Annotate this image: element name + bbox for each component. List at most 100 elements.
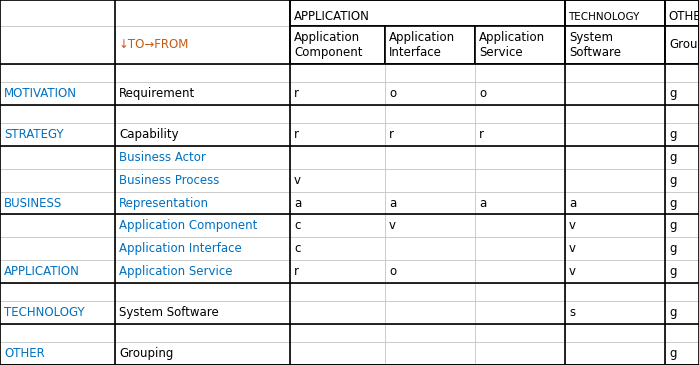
Bar [385, 146, 475, 169]
Bar [565, 123, 665, 146]
Text: r: r [294, 87, 299, 100]
Text: Capability: Capability [119, 128, 179, 141]
Bar [0, 169, 115, 192]
Text: v: v [569, 219, 576, 233]
Text: c: c [294, 219, 301, 233]
Bar [475, 342, 565, 365]
Bar [385, 283, 475, 301]
Text: APPLICATION: APPLICATION [294, 10, 370, 23]
Bar [290, 82, 385, 105]
Text: APPLICATION: APPLICATION [4, 265, 80, 278]
Bar [385, 192, 475, 215]
Text: r: r [294, 128, 299, 141]
Text: Application Component: Application Component [119, 219, 257, 233]
Bar [665, 169, 699, 192]
Text: TECHNOLOGY: TECHNOLOGY [4, 306, 85, 319]
Text: a: a [569, 196, 576, 210]
Text: Business Process: Business Process [119, 174, 219, 187]
Bar [290, 169, 385, 192]
Bar [565, 146, 665, 169]
Bar [475, 123, 565, 146]
Bar [385, 301, 475, 324]
Text: v: v [389, 219, 396, 233]
Bar [0, 0, 290, 26]
Text: ↓TO→FROM: ↓TO→FROM [119, 38, 189, 51]
Text: g: g [669, 265, 677, 278]
Bar [565, 64, 665, 82]
Bar [115, 342, 290, 365]
Bar [115, 260, 290, 283]
Bar [665, 0, 699, 26]
Bar [0, 192, 115, 215]
Bar [565, 260, 665, 283]
Text: g: g [669, 151, 677, 164]
Bar [0, 123, 115, 146]
Bar [290, 0, 565, 26]
Bar [665, 283, 699, 301]
Bar [0, 215, 115, 237]
Bar [115, 64, 290, 82]
Bar [665, 26, 699, 64]
Bar [0, 105, 115, 123]
Text: Requirement: Requirement [119, 87, 195, 100]
Text: v: v [569, 242, 576, 255]
Text: r: r [389, 128, 394, 141]
Bar [115, 237, 290, 260]
Text: System
Software: System Software [569, 31, 621, 59]
Text: Grouping: Grouping [669, 38, 699, 51]
Text: g: g [669, 306, 677, 319]
Bar [115, 105, 290, 123]
Text: r: r [479, 128, 484, 141]
Bar [0, 237, 115, 260]
Text: Business Actor: Business Actor [119, 151, 206, 164]
Bar [290, 64, 385, 82]
Bar [290, 123, 385, 146]
Bar [665, 82, 699, 105]
Bar [475, 26, 565, 64]
Bar [0, 82, 115, 105]
Text: Application
Interface: Application Interface [389, 31, 455, 59]
Text: Grouping: Grouping [119, 347, 173, 360]
Bar [290, 192, 385, 215]
Bar [290, 26, 385, 64]
Text: v: v [569, 265, 576, 278]
Text: Application
Component: Application Component [294, 31, 363, 59]
Bar [475, 105, 565, 123]
Bar [475, 82, 565, 105]
Text: g: g [669, 174, 677, 187]
Bar [565, 192, 665, 215]
Bar [665, 64, 699, 82]
Bar [115, 192, 290, 215]
Text: r: r [294, 265, 299, 278]
Bar [565, 237, 665, 260]
Text: g: g [669, 219, 677, 233]
Text: v: v [294, 174, 301, 187]
Bar [565, 169, 665, 192]
Bar [0, 301, 115, 324]
Text: OTHER: OTHER [668, 10, 699, 23]
Bar [475, 64, 565, 82]
Text: o: o [479, 87, 486, 100]
Text: g: g [669, 347, 677, 360]
Bar [385, 260, 475, 283]
Text: Application
Service: Application Service [479, 31, 545, 59]
Bar [115, 301, 290, 324]
Text: STRATEGY: STRATEGY [4, 128, 64, 141]
Bar [475, 260, 565, 283]
Bar [665, 105, 699, 123]
Bar [385, 82, 475, 105]
Bar [115, 324, 290, 342]
Bar [565, 105, 665, 123]
Bar [385, 215, 475, 237]
Text: Representation: Representation [119, 196, 209, 210]
Text: g: g [669, 242, 677, 255]
Bar [115, 26, 290, 64]
Text: Application Interface: Application Interface [119, 242, 242, 255]
Bar [665, 192, 699, 215]
Bar [665, 237, 699, 260]
Bar [290, 324, 385, 342]
Bar [290, 105, 385, 123]
Text: c: c [294, 242, 301, 255]
Text: a: a [294, 196, 301, 210]
Bar [290, 301, 385, 324]
